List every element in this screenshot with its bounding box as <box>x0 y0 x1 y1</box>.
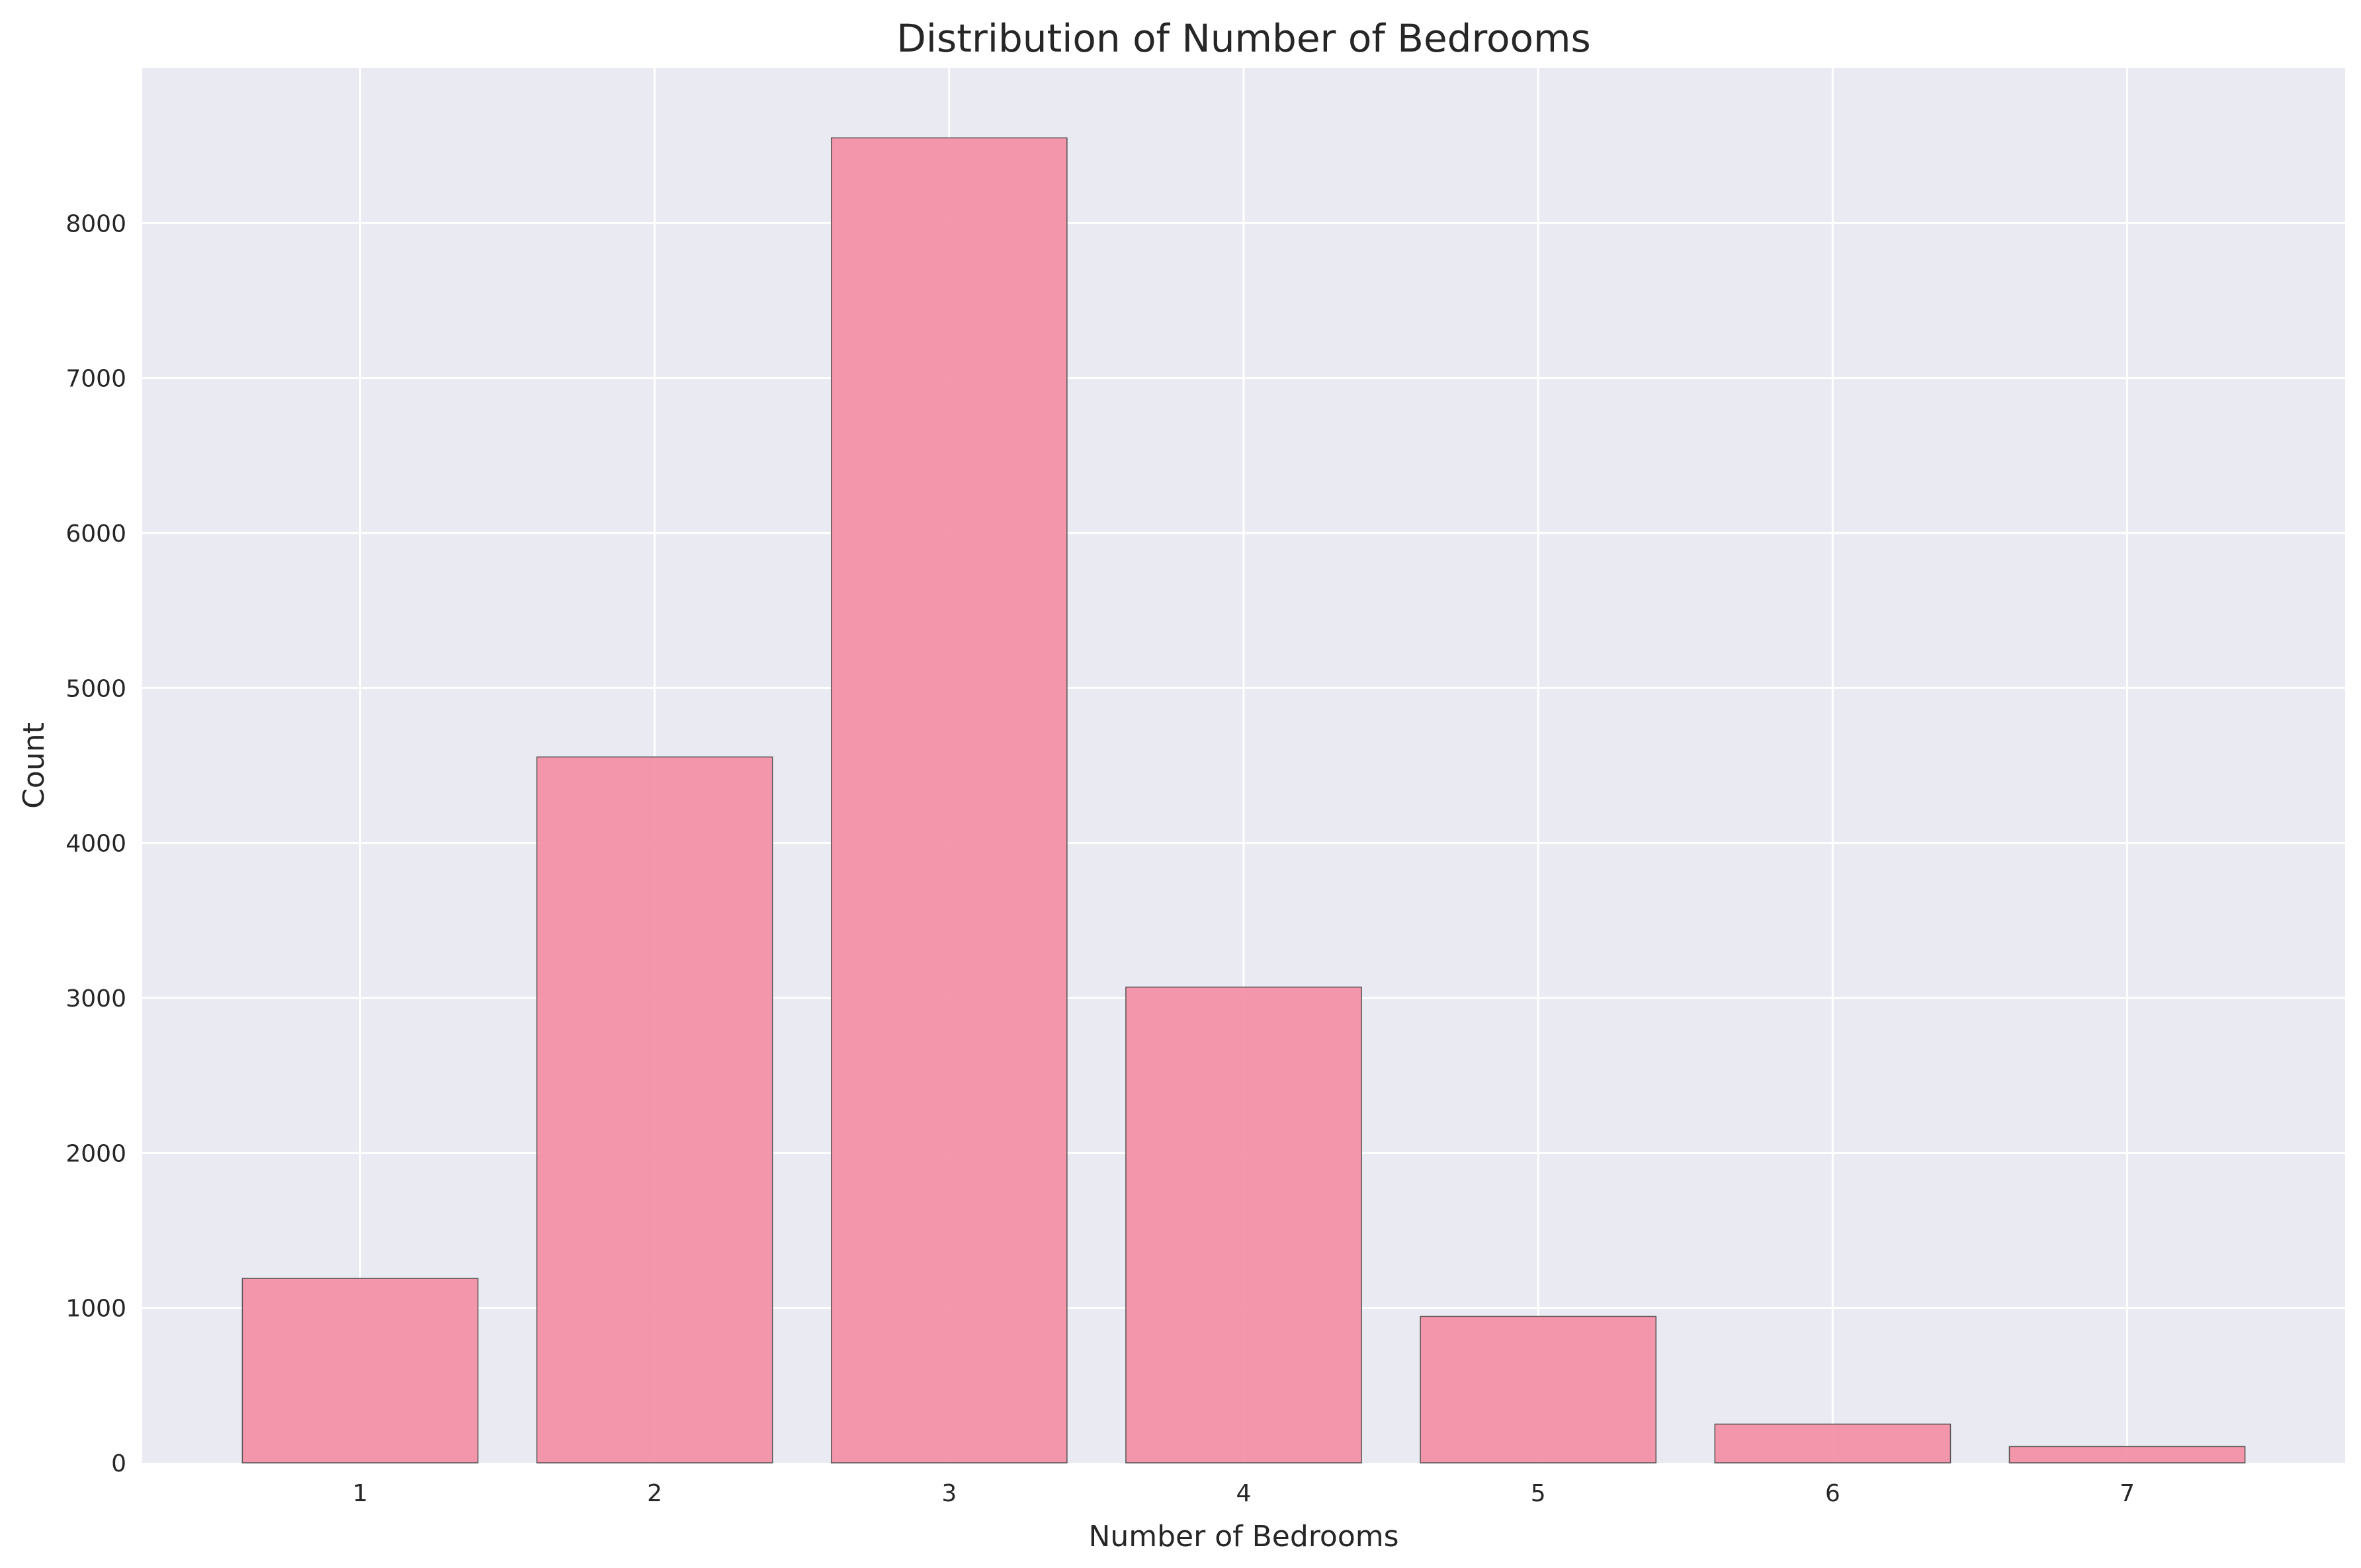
x-tick-label: 5 <box>1531 1480 1546 1507</box>
y-tick-label: 6000 <box>65 520 126 548</box>
y-axis-label: Count <box>17 722 51 809</box>
bar-2 <box>536 756 773 1464</box>
x-tick-label: 6 <box>1825 1480 1840 1507</box>
y-tick-labels: 0 1000 2000 3000 4000 5000 6000 7000 8000 <box>65 210 126 1477</box>
bars <box>241 137 2246 1464</box>
x-tick-label: 2 <box>647 1480 662 1507</box>
x-tick-labels: 1 2 3 4 5 6 7 <box>353 1480 2135 1507</box>
x-tick-label: 7 <box>2120 1480 2135 1507</box>
bar-1 <box>241 1278 479 1464</box>
y-tick-label: 2000 <box>65 1140 126 1167</box>
y-tick-label: 4000 <box>65 831 126 858</box>
bar-4 <box>1125 986 1362 1464</box>
y-tick-label: 0 <box>111 1450 126 1477</box>
x-tick-label: 4 <box>1236 1480 1252 1507</box>
chart-title: Distribution of Number of Bedrooms <box>896 16 1590 61</box>
bar-3 <box>830 137 1068 1464</box>
y-tick-label: 7000 <box>65 366 126 393</box>
bar-5 <box>1420 1315 1657 1464</box>
x-axis-label: Number of Bedrooms <box>1088 1520 1398 1553</box>
x-tick-label: 1 <box>353 1480 368 1507</box>
x-tick-label: 3 <box>941 1480 957 1507</box>
bar-6 <box>1714 1423 1952 1464</box>
y-tick-label: 3000 <box>65 985 126 1012</box>
y-tick-label: 1000 <box>65 1296 126 1323</box>
y-tick-label: 8000 <box>65 210 126 237</box>
bar-7 <box>2008 1446 2246 1464</box>
y-tick-label: 5000 <box>65 675 126 702</box>
